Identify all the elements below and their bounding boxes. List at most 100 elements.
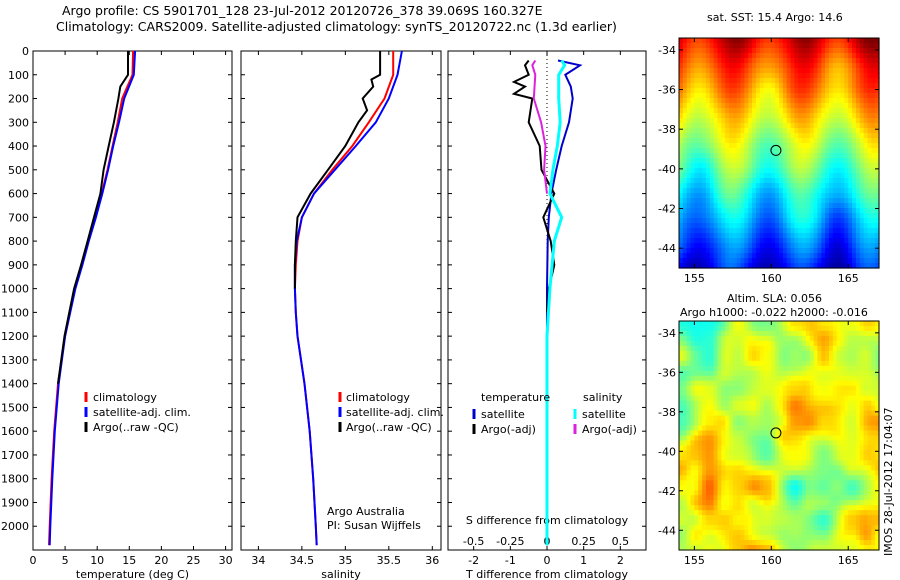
map-cell <box>729 415 734 422</box>
map-cell <box>763 425 769 432</box>
map-cell <box>690 38 695 44</box>
map-cell <box>867 410 872 417</box>
map-cell <box>752 410 757 417</box>
map-cell <box>752 525 757 531</box>
map-cell <box>748 505 753 511</box>
map-cell <box>855 470 861 476</box>
map-cell <box>694 465 699 471</box>
map-cell <box>709 173 715 179</box>
map-cell <box>721 410 726 417</box>
map-cell <box>702 385 707 392</box>
map-cell <box>809 128 815 134</box>
map-cell <box>821 248 826 254</box>
map-cell <box>679 395 684 402</box>
map-cell <box>690 53 695 59</box>
map-cell <box>740 43 745 49</box>
map-cell <box>802 148 807 154</box>
map-cell <box>721 535 726 541</box>
map-cell <box>686 128 692 134</box>
map-cell <box>709 450 715 457</box>
map-cell <box>686 153 692 159</box>
map-cell <box>875 325 880 332</box>
map-cell <box>759 83 765 89</box>
map-cell <box>825 128 830 134</box>
map-cell <box>705 495 711 501</box>
map-cell <box>725 425 730 432</box>
map-cell <box>748 495 753 501</box>
map-cell <box>771 178 776 184</box>
map-cell <box>829 188 834 194</box>
map-cell <box>805 430 811 437</box>
map-cell <box>721 505 726 511</box>
map-cell <box>813 475 819 481</box>
map-cell <box>832 208 838 214</box>
map-cell <box>821 223 826 229</box>
map-cell <box>740 118 745 124</box>
map-cell <box>875 83 880 89</box>
map-cell <box>844 133 849 139</box>
map-cell <box>705 340 711 347</box>
map-cell <box>759 213 765 219</box>
map-cell <box>852 395 857 402</box>
map-cell <box>817 515 822 521</box>
map-cell <box>771 380 776 387</box>
map-cell <box>752 445 757 452</box>
map-cell <box>875 475 880 481</box>
map-cell <box>871 460 876 466</box>
map-cell <box>740 233 745 239</box>
map-cell <box>871 420 876 427</box>
map-cell <box>775 63 780 69</box>
map-cell <box>755 355 761 362</box>
map-cell <box>825 430 830 437</box>
map-cell <box>759 113 765 119</box>
map-cell <box>752 118 757 124</box>
map-cell <box>782 480 788 486</box>
map-cell <box>848 490 853 496</box>
map-cell <box>705 450 711 457</box>
map-cell <box>752 470 757 476</box>
map-cell <box>721 148 726 154</box>
map-cell <box>821 505 826 511</box>
map-cell <box>779 163 784 169</box>
map-cell <box>721 340 726 347</box>
map-cell <box>748 148 753 154</box>
map-cell <box>690 43 695 49</box>
map-cell <box>698 68 703 74</box>
map-cell <box>736 48 742 54</box>
map-cell <box>848 153 853 159</box>
map-cell <box>679 340 684 347</box>
map-cell <box>767 530 772 536</box>
map-cell <box>771 58 776 64</box>
map-cell <box>844 123 849 129</box>
map-cell <box>782 515 788 521</box>
map-cell <box>875 138 880 144</box>
map-cell <box>740 480 745 486</box>
map-cell <box>844 450 849 457</box>
map-cell <box>740 380 745 387</box>
map-cell <box>740 350 745 357</box>
x-tick-label: 155 <box>684 272 705 285</box>
map-cell <box>821 485 826 491</box>
map-cell <box>702 78 707 84</box>
map-cell <box>867 208 872 214</box>
map-cell <box>705 238 711 244</box>
map-cell <box>863 123 869 129</box>
map-cell <box>786 238 792 244</box>
map-cell <box>859 535 865 541</box>
map-cell <box>871 218 876 224</box>
map-cell <box>713 490 719 496</box>
map-cell <box>790 400 795 407</box>
map-cell <box>825 510 830 516</box>
map-cell <box>790 350 795 357</box>
map-cell <box>863 530 869 536</box>
map-cell <box>721 143 726 149</box>
map-cell <box>759 58 765 64</box>
map-cell <box>875 490 880 496</box>
map-cell <box>744 335 749 342</box>
map-cell <box>875 208 880 214</box>
map-cell <box>832 325 838 332</box>
map-cell <box>809 380 815 387</box>
map-cell <box>844 213 849 219</box>
map-cell <box>686 68 692 74</box>
map-cell <box>759 63 765 69</box>
